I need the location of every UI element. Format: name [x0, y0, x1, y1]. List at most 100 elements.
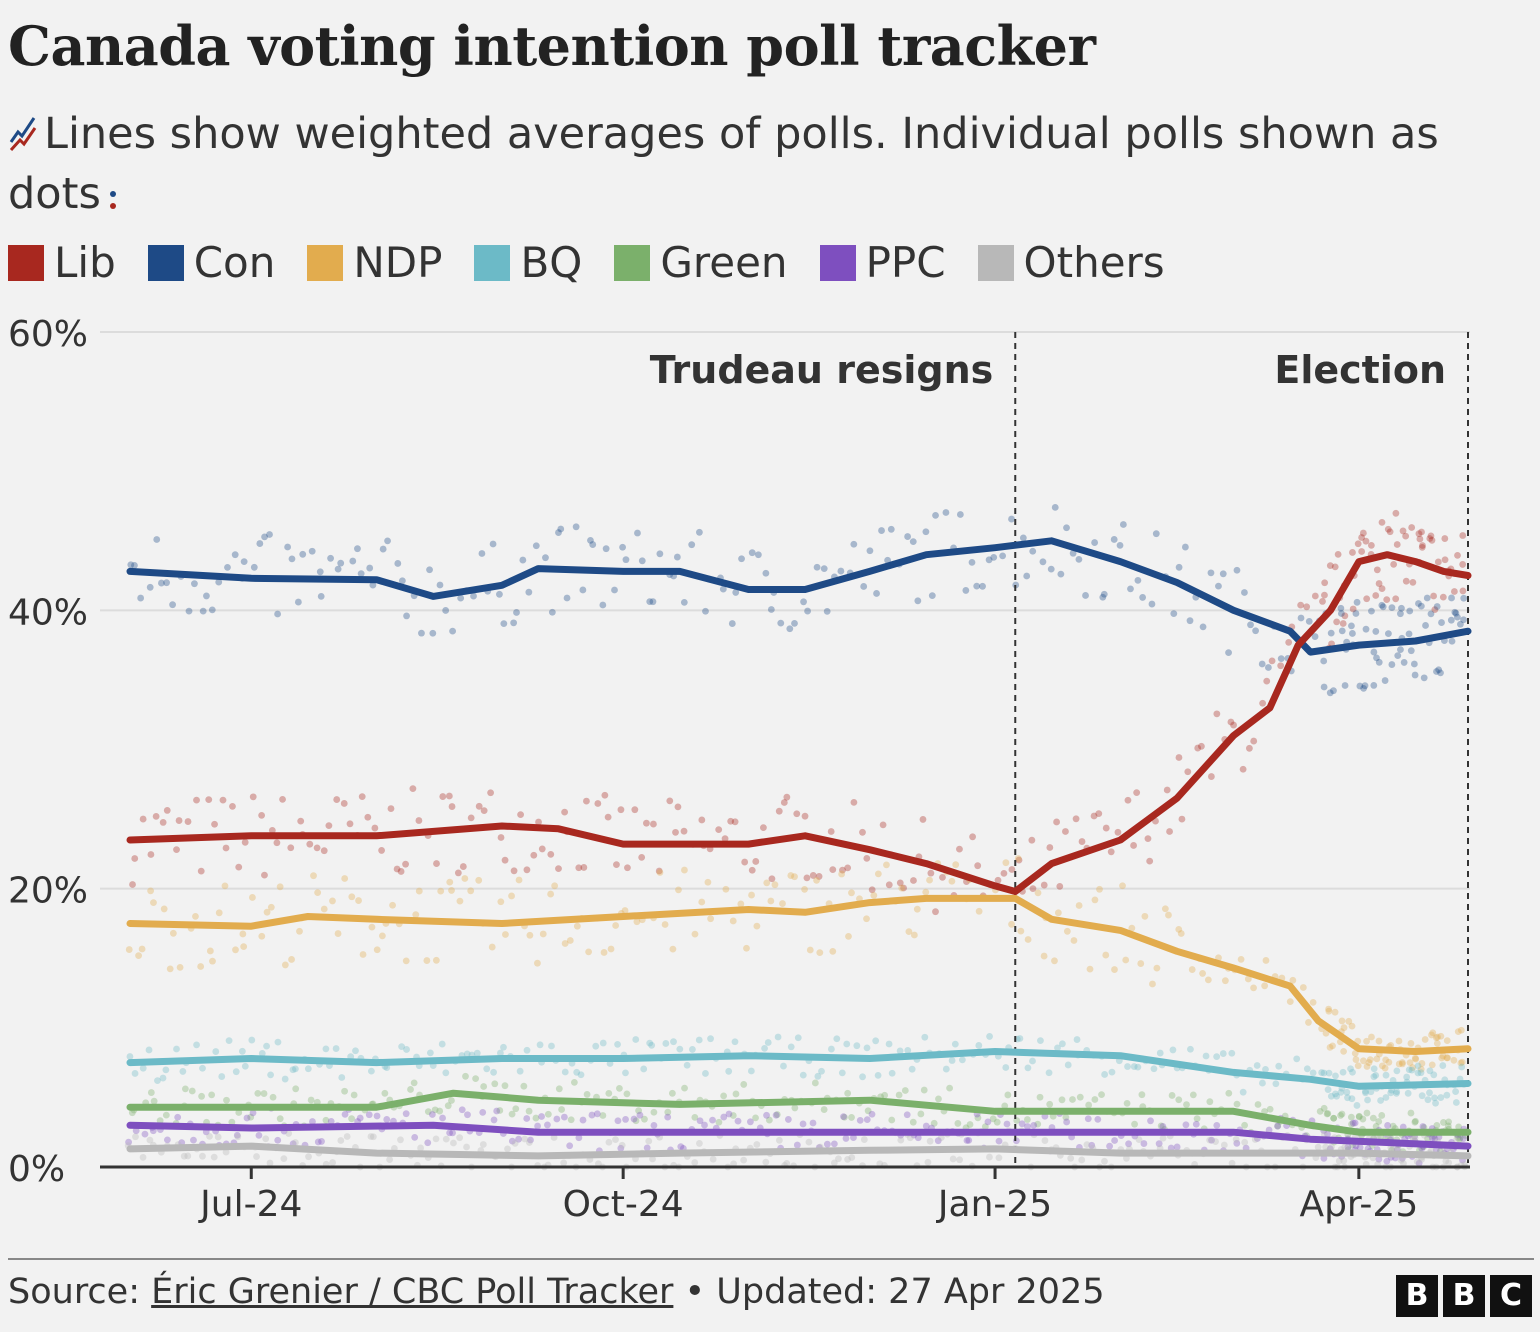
poll-dot	[463, 1050, 471, 1058]
poll-dot	[1417, 1065, 1425, 1073]
poll-dot	[838, 1069, 846, 1077]
poll-dot	[276, 883, 284, 891]
poll-dot	[357, 570, 365, 577]
poll-dot	[689, 1046, 696, 1053]
poll-dot	[1412, 1055, 1420, 1063]
poll-dot	[1337, 1112, 1344, 1119]
poll-dot	[917, 1110, 925, 1118]
poll-dot	[350, 1091, 358, 1099]
poll-dot	[1320, 657, 1328, 665]
poll-dot	[614, 1040, 621, 1048]
poll-dot	[341, 875, 349, 882]
poll-dot	[304, 1065, 312, 1073]
poll-dot	[1362, 537, 1370, 545]
poll-dot	[896, 1047, 904, 1055]
poll-dot	[437, 887, 445, 895]
poll-dot	[1183, 1101, 1190, 1108]
poll-dot	[1354, 540, 1362, 548]
poll-dot	[1305, 1019, 1312, 1026]
poll-dot	[897, 1136, 905, 1144]
poll-dot	[1123, 1100, 1131, 1107]
poll-dot	[162, 1066, 170, 1074]
poll-dot	[317, 592, 325, 600]
poll-dot	[649, 598, 657, 606]
poll-dot	[1399, 527, 1407, 535]
poll-dot	[863, 854, 871, 862]
source-link[interactable]: Éric Grenier / CBC Poll Tracker	[151, 1272, 674, 1312]
poll-dot	[1427, 532, 1435, 540]
poll-dot	[355, 897, 362, 904]
poll-dot	[656, 869, 664, 876]
poll-dot	[1062, 828, 1069, 835]
poll-dot	[215, 909, 223, 917]
poll-dot	[772, 1111, 780, 1119]
poll-dot	[403, 612, 410, 620]
poll-dot	[973, 582, 981, 590]
poll-dot	[263, 908, 271, 916]
poll-dot	[456, 897, 464, 905]
poll-dot	[650, 1121, 658, 1129]
poll-dot	[397, 1136, 404, 1144]
poll-dot	[969, 833, 977, 841]
poll-dot	[727, 817, 735, 825]
poll-dot	[913, 905, 921, 913]
poll-dot	[502, 931, 509, 938]
poll-dot	[804, 607, 811, 615]
poll-dot	[878, 527, 885, 534]
poll-dot	[359, 951, 367, 958]
poll-dot	[389, 901, 396, 909]
poll-dot	[516, 1067, 524, 1075]
poll-dot	[504, 1145, 511, 1153]
poll-dot	[1057, 570, 1065, 578]
poll-dot	[1375, 1118, 1383, 1125]
poll-dot	[479, 1108, 487, 1116]
poll-dot	[1362, 625, 1370, 633]
poll-dot	[1150, 1065, 1158, 1073]
poll-dot	[1375, 1037, 1383, 1045]
poll-dot	[234, 1133, 242, 1141]
poll-dot	[1258, 660, 1266, 668]
poll-dot	[1095, 810, 1103, 818]
poll-dot	[146, 583, 154, 591]
bbc-logo-letter: B	[1443, 1275, 1485, 1317]
poll-dot	[914, 1134, 922, 1142]
poll-dot	[261, 871, 268, 879]
poll-dot	[184, 1152, 192, 1160]
poll-dot	[741, 858, 749, 866]
poll-dot	[258, 1049, 266, 1057]
poll-dot	[1427, 610, 1435, 618]
poll-dot	[132, 1127, 140, 1135]
poll-dot	[1268, 657, 1276, 665]
poll-dot	[1023, 1116, 1031, 1123]
poll-dot	[1381, 1064, 1389, 1072]
poll-dot	[1321, 591, 1328, 599]
poll-dot	[630, 1115, 638, 1123]
poll-dot	[525, 588, 533, 596]
poll-dot	[1349, 630, 1356, 637]
poll-dot	[1046, 1100, 1054, 1108]
poll-dot	[885, 881, 893, 889]
poll-dot	[1340, 1157, 1348, 1165]
poll-dot	[732, 589, 740, 596]
poll-dot	[530, 851, 538, 859]
poll-dot	[922, 888, 930, 896]
poll-dot	[444, 1102, 452, 1110]
poll-dot	[1148, 600, 1156, 608]
poll-dot	[813, 877, 820, 884]
poll-dot	[771, 881, 779, 889]
poll-dot	[1352, 610, 1360, 617]
updated-text: • Updated: 27 Apr 2025	[673, 1272, 1105, 1312]
poll-dot	[827, 828, 835, 835]
poll-dot	[1000, 870, 1008, 877]
poll-dot	[1398, 1060, 1406, 1068]
poll-dot	[341, 1087, 348, 1095]
poll-dot	[203, 592, 210, 600]
poll-dot	[1356, 682, 1364, 690]
legend-swatch	[819, 244, 856, 281]
source-line: Source: Éric Grenier / CBC Poll Tracker …	[8, 1272, 1105, 1312]
poll-dot	[1393, 1088, 1401, 1095]
poll-dot	[307, 1096, 315, 1104]
poll-dot	[820, 1106, 828, 1113]
poll-dot	[442, 1135, 450, 1143]
poll-dot	[1198, 742, 1205, 750]
